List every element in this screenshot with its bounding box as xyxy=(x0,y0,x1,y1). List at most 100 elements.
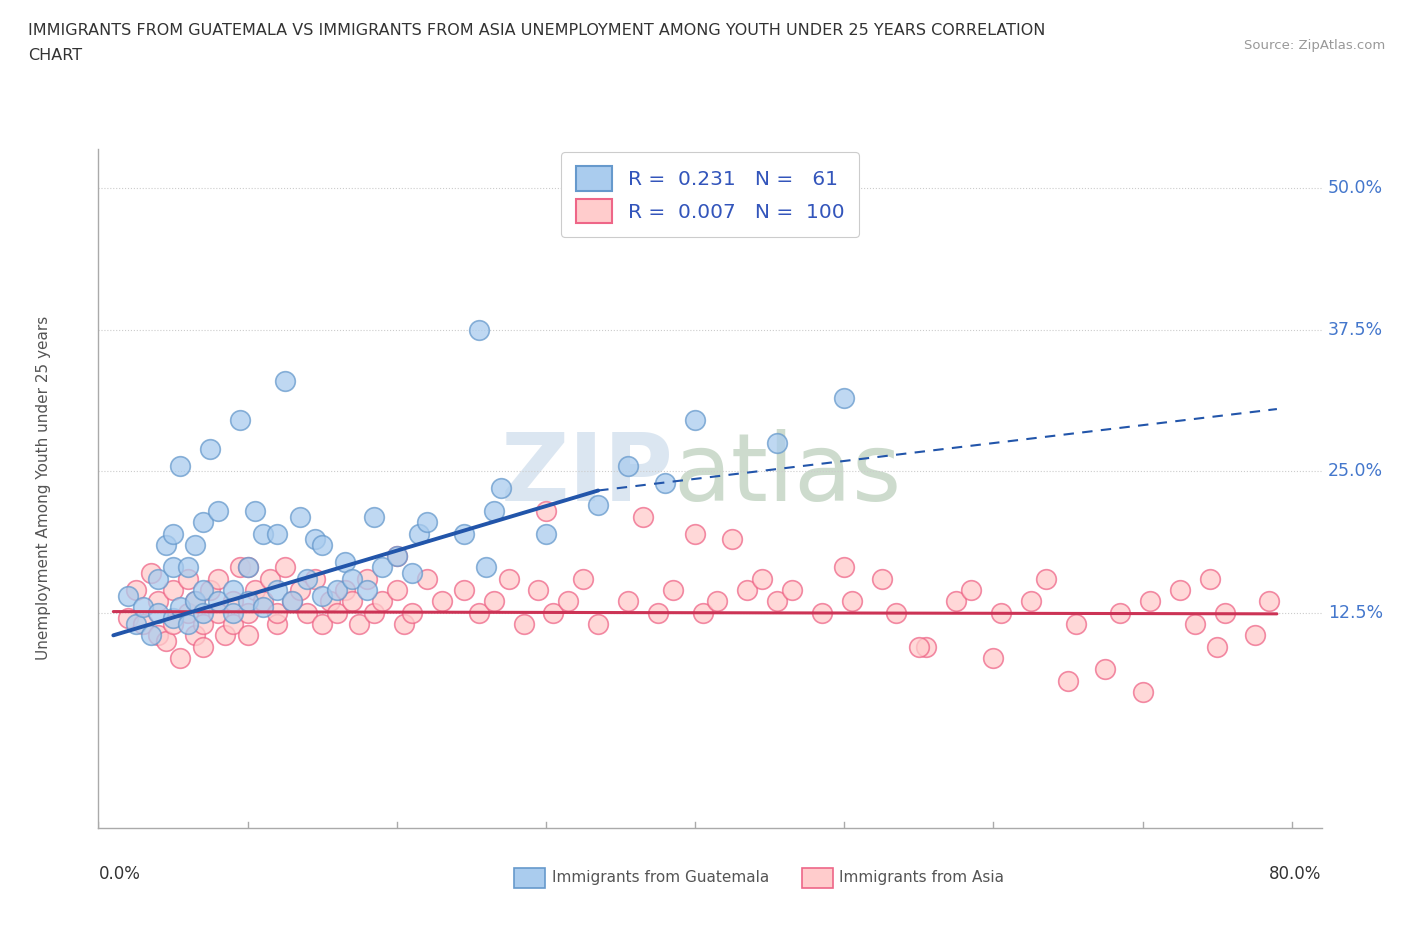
Text: IMMIGRANTS FROM GUATEMALA VS IMMIGRANTS FROM ASIA UNEMPLOYMENT AMONG YOUTH UNDER: IMMIGRANTS FROM GUATEMALA VS IMMIGRANTS … xyxy=(28,23,1046,38)
Point xyxy=(983,651,1005,666)
Point xyxy=(1198,571,1220,586)
Point xyxy=(304,532,326,547)
Point xyxy=(236,628,259,643)
Point xyxy=(162,611,184,626)
Point xyxy=(326,605,349,620)
Point xyxy=(1206,639,1229,654)
Point xyxy=(408,526,430,541)
Point xyxy=(162,617,184,631)
Point xyxy=(266,526,288,541)
Point xyxy=(430,594,453,609)
Legend: R =  0.231   N =   61, R =  0.007   N =  100: R = 0.231 N = 61, R = 0.007 N = 100 xyxy=(561,153,859,237)
Point xyxy=(184,594,207,609)
Point xyxy=(311,538,333,552)
Point xyxy=(132,600,155,615)
Point xyxy=(184,538,207,552)
Text: Source: ZipAtlas.com: Source: ZipAtlas.com xyxy=(1244,39,1385,52)
Point xyxy=(146,571,169,586)
Point xyxy=(311,617,333,631)
Point xyxy=(281,594,304,609)
Point xyxy=(326,582,349,598)
Point xyxy=(401,565,423,580)
Text: CHART: CHART xyxy=(28,48,82,63)
Point xyxy=(155,633,177,648)
Point xyxy=(960,582,983,598)
Text: Immigrants from Asia: Immigrants from Asia xyxy=(839,870,1004,885)
Point xyxy=(191,582,214,598)
Point xyxy=(647,605,669,620)
Point xyxy=(340,594,363,609)
Point xyxy=(221,617,243,631)
Point xyxy=(311,589,333,604)
Point xyxy=(177,605,200,620)
Point xyxy=(832,560,855,575)
Point xyxy=(489,481,512,496)
Point xyxy=(1035,571,1057,586)
Point xyxy=(221,605,243,620)
Point xyxy=(162,560,184,575)
Point xyxy=(661,582,683,598)
Point xyxy=(139,565,162,580)
Point xyxy=(274,373,297,388)
Point xyxy=(191,515,214,530)
Point xyxy=(453,582,475,598)
Text: Immigrants from Guatemala: Immigrants from Guatemala xyxy=(553,870,769,885)
Point xyxy=(811,605,834,620)
Point xyxy=(146,594,169,609)
Point xyxy=(1109,605,1132,620)
Point xyxy=(482,503,505,518)
Point xyxy=(468,323,491,338)
Point xyxy=(243,582,266,598)
Point xyxy=(177,617,200,631)
Point xyxy=(266,582,288,598)
Point xyxy=(207,571,229,586)
Point xyxy=(385,582,408,598)
Point xyxy=(1019,594,1042,609)
Point xyxy=(363,605,385,620)
Point xyxy=(349,617,371,631)
Point xyxy=(371,594,394,609)
Point xyxy=(288,509,311,524)
Point xyxy=(200,441,222,456)
Point xyxy=(139,628,162,643)
Point xyxy=(236,605,259,620)
Point xyxy=(356,582,378,598)
Point xyxy=(229,413,252,428)
Point xyxy=(371,560,394,575)
Point xyxy=(191,639,214,654)
Point xyxy=(169,458,191,473)
Point xyxy=(169,600,191,615)
Point xyxy=(512,617,534,631)
Point xyxy=(184,628,207,643)
Point xyxy=(692,605,714,620)
Point xyxy=(737,582,759,598)
Point xyxy=(200,582,222,598)
Point xyxy=(1094,662,1116,677)
Point xyxy=(125,582,148,598)
Point xyxy=(915,639,938,654)
Point xyxy=(780,582,803,598)
Point xyxy=(221,582,243,598)
Point xyxy=(1184,617,1206,631)
Point xyxy=(385,549,408,564)
Text: 80.0%: 80.0% xyxy=(1270,865,1322,884)
Point xyxy=(191,605,214,620)
Point xyxy=(832,391,855,405)
Point xyxy=(385,549,408,564)
Point xyxy=(482,594,505,609)
Point xyxy=(184,594,207,609)
Point xyxy=(870,571,893,586)
Point xyxy=(908,639,931,654)
Point xyxy=(751,571,773,586)
Point xyxy=(683,526,706,541)
Text: 25.0%: 25.0% xyxy=(1327,462,1384,480)
Point xyxy=(1213,605,1236,620)
Point xyxy=(207,594,229,609)
Point xyxy=(162,526,184,541)
Point xyxy=(288,582,311,598)
Point xyxy=(766,435,789,450)
Point xyxy=(229,560,252,575)
Point xyxy=(1168,582,1191,598)
Point xyxy=(654,475,676,490)
Point xyxy=(221,594,243,609)
